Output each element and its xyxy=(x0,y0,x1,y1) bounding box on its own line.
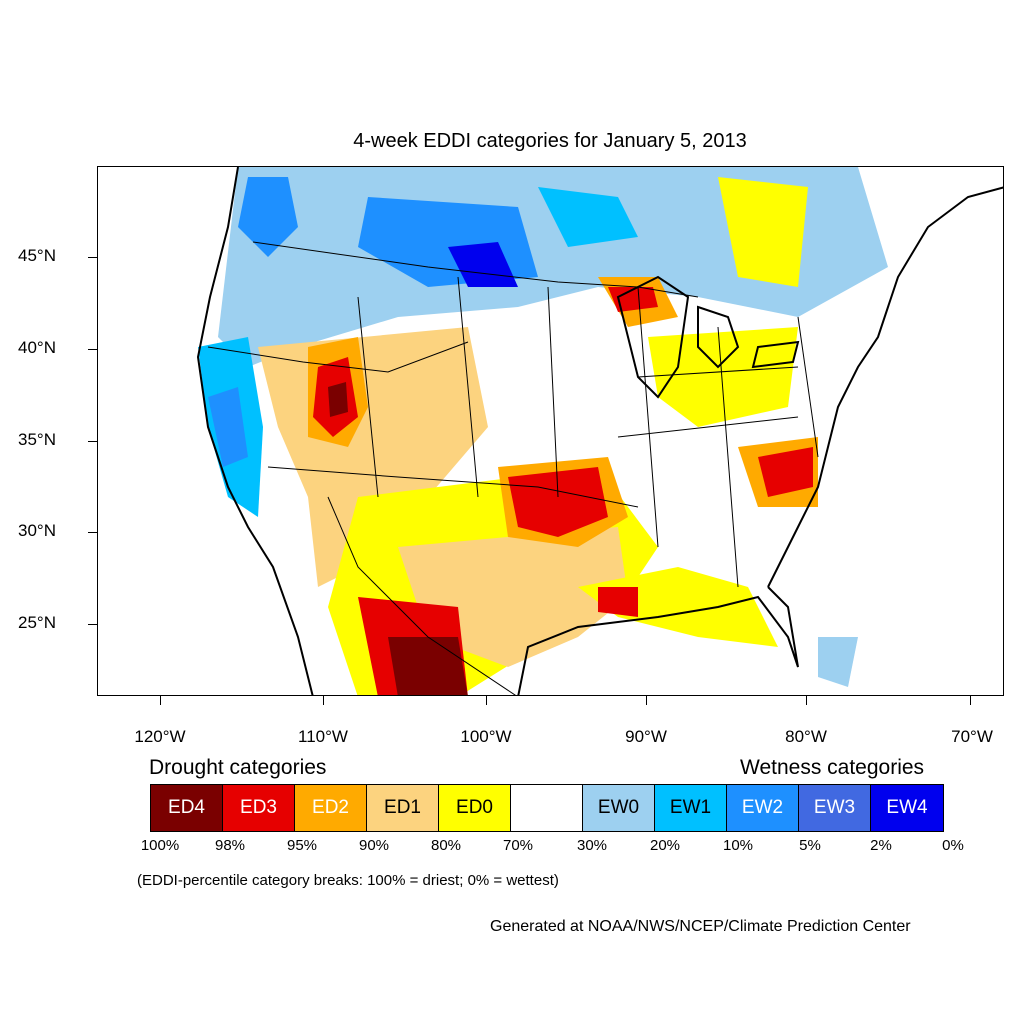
break-0: 0% xyxy=(942,837,964,854)
legend-ed3: ED3 xyxy=(223,785,295,831)
legend-ew0-label: EW0 xyxy=(597,797,640,818)
break-10: 10% xyxy=(722,837,754,854)
legend-ed1: ED1 xyxy=(367,785,439,831)
legend-ew1-label: EW1 xyxy=(669,797,712,818)
break-95: 95% xyxy=(286,837,318,854)
lon-label-120: 120°W xyxy=(134,727,186,746)
lon-tick-70 xyxy=(970,696,971,705)
credit-line: Generated at NOAA/NWS/NCEP/Climate Predi… xyxy=(490,918,911,935)
legend-ed0: ED0 xyxy=(439,785,511,831)
legend-ew3-label: EW3 xyxy=(813,797,856,818)
lat-label-35: 35°N xyxy=(18,430,56,449)
lon-tick-90 xyxy=(646,696,647,705)
drought-heading: Drought categories xyxy=(149,756,327,779)
category-note: (EDDI-percentile category breaks: 100% =… xyxy=(137,872,559,889)
lon-label-110: 110°W xyxy=(298,727,348,746)
legend-ed0-label: ED0 xyxy=(456,797,493,818)
lat-label-40: 40°N xyxy=(18,338,56,357)
lon-label-100: 100°W xyxy=(460,727,512,746)
break-98: 98% xyxy=(214,837,246,854)
break-20: 20% xyxy=(649,837,681,854)
eddi-map-canvas xyxy=(196,167,1003,695)
legend-ew2: EW2 xyxy=(727,785,799,831)
legend-ew2-label: EW2 xyxy=(741,797,784,818)
break-70: 70% xyxy=(502,837,534,854)
lon-tick-110 xyxy=(323,696,324,705)
eddi-map xyxy=(97,166,1004,696)
break-30: 30% xyxy=(576,837,608,854)
legend-ed4: ED4 xyxy=(151,785,223,831)
category-legend: ED4 ED3 ED2 ED1 ED0 EW0 EW1 EW2 EW3 EW4 xyxy=(150,784,944,832)
lat-tick-30 xyxy=(88,532,97,533)
lon-tick-80 xyxy=(806,696,807,705)
lon-label-70: 70°W xyxy=(951,727,993,746)
lat-tick-40 xyxy=(88,349,97,350)
wetness-heading: Wetness categories xyxy=(740,756,925,779)
legend-ed2-label: ED2 xyxy=(312,797,349,818)
lon-label-80: 80°W xyxy=(785,727,827,746)
political-boundaries xyxy=(207,241,819,695)
lat-tick-45 xyxy=(88,257,97,258)
legend-ew0: EW0 xyxy=(583,785,655,831)
legend-ew3: EW3 xyxy=(799,785,871,831)
legend-ew4-label: EW4 xyxy=(886,797,928,818)
legend-ed3-label: ED3 xyxy=(240,797,277,818)
lat-label-45: 45°N xyxy=(18,246,56,265)
lat-label-30: 30°N xyxy=(18,521,56,540)
lat-label-25: 25°N xyxy=(18,613,56,632)
break-100: 100% xyxy=(140,837,180,854)
lat-tick-35 xyxy=(88,441,97,442)
coastlines xyxy=(196,167,1003,695)
legend-ew4: EW4 xyxy=(871,785,943,831)
wetness-regions xyxy=(198,167,888,687)
legend-ew1: EW1 xyxy=(655,785,727,831)
legend-ed1-label: ED1 xyxy=(384,797,421,818)
map-title: 4-week EDDI categories for January 5, 20… xyxy=(353,130,747,152)
legend-ed2: ED2 xyxy=(295,785,367,831)
legend-ed4-label: ED4 xyxy=(168,797,205,818)
drought-regions xyxy=(258,177,818,695)
lat-tick-25 xyxy=(88,624,97,625)
lon-label-90: 90°W xyxy=(625,727,667,746)
break-90: 90% xyxy=(358,837,390,854)
break-2: 2% xyxy=(870,837,892,854)
legend-neutral xyxy=(511,785,583,831)
lon-tick-120 xyxy=(160,696,161,705)
break-5: 5% xyxy=(799,837,821,854)
lon-tick-100 xyxy=(486,696,487,705)
break-80: 80% xyxy=(430,837,462,854)
